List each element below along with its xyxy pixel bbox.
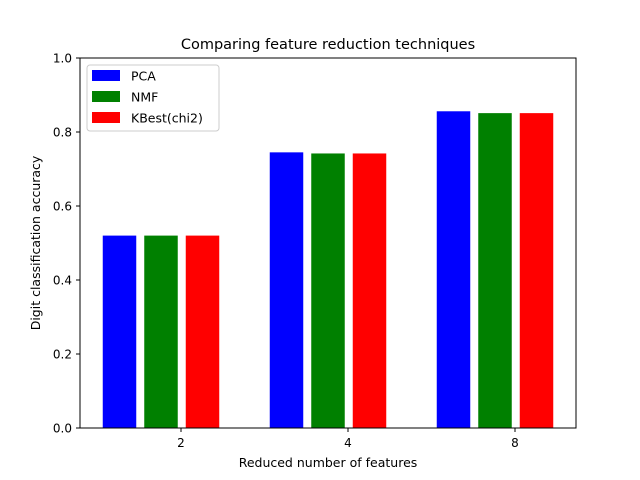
x-tick-label: 8 [511,436,519,450]
bar-kbest-chi2-8 [519,113,554,428]
chart-title: Comparing feature reduction techniques [181,37,475,53]
bar-pca-2 [102,235,137,428]
y-tick-label: 1.0 [53,52,72,66]
legend-label: NMF [131,90,158,105]
bar-nmf-2 [144,235,178,428]
y-tick-label: 0.0 [53,422,72,436]
legend-label: KBest(chi2) [131,111,203,126]
x-axis: 2 4 8 [177,428,519,450]
bar-nmf-8 [478,113,512,428]
bar-pca-8 [436,111,471,428]
bar-kbest-chi2-4 [352,153,387,428]
legend-swatch [92,112,120,123]
legend-swatch [92,70,120,81]
y-tick-label: 0.8 [53,126,72,140]
y-axis: 0.0 0.2 0.4 0.6 0.8 1.0 [53,52,80,436]
plot-frame [79,57,577,429]
bars-group [102,111,554,428]
y-tick-label: 0.6 [53,200,72,214]
x-tick-label: 2 [177,436,185,450]
y-tick-label: 0.4 [53,274,72,288]
legend-label: PCA [131,69,156,84]
y-axis-label: Digit classification accuracy [28,155,43,330]
x-tick-label: 4 [344,436,352,450]
legend: PCA NMF KBest(chi2) [86,64,220,132]
y-tick-label: 0.2 [53,348,72,362]
bar-kbest-chi2-2 [185,235,220,428]
bar-pca-4 [269,152,304,428]
bar-nmf-4 [311,153,345,428]
legend-swatch [92,91,120,102]
x-axis-label: Reduced number of features [239,455,418,470]
